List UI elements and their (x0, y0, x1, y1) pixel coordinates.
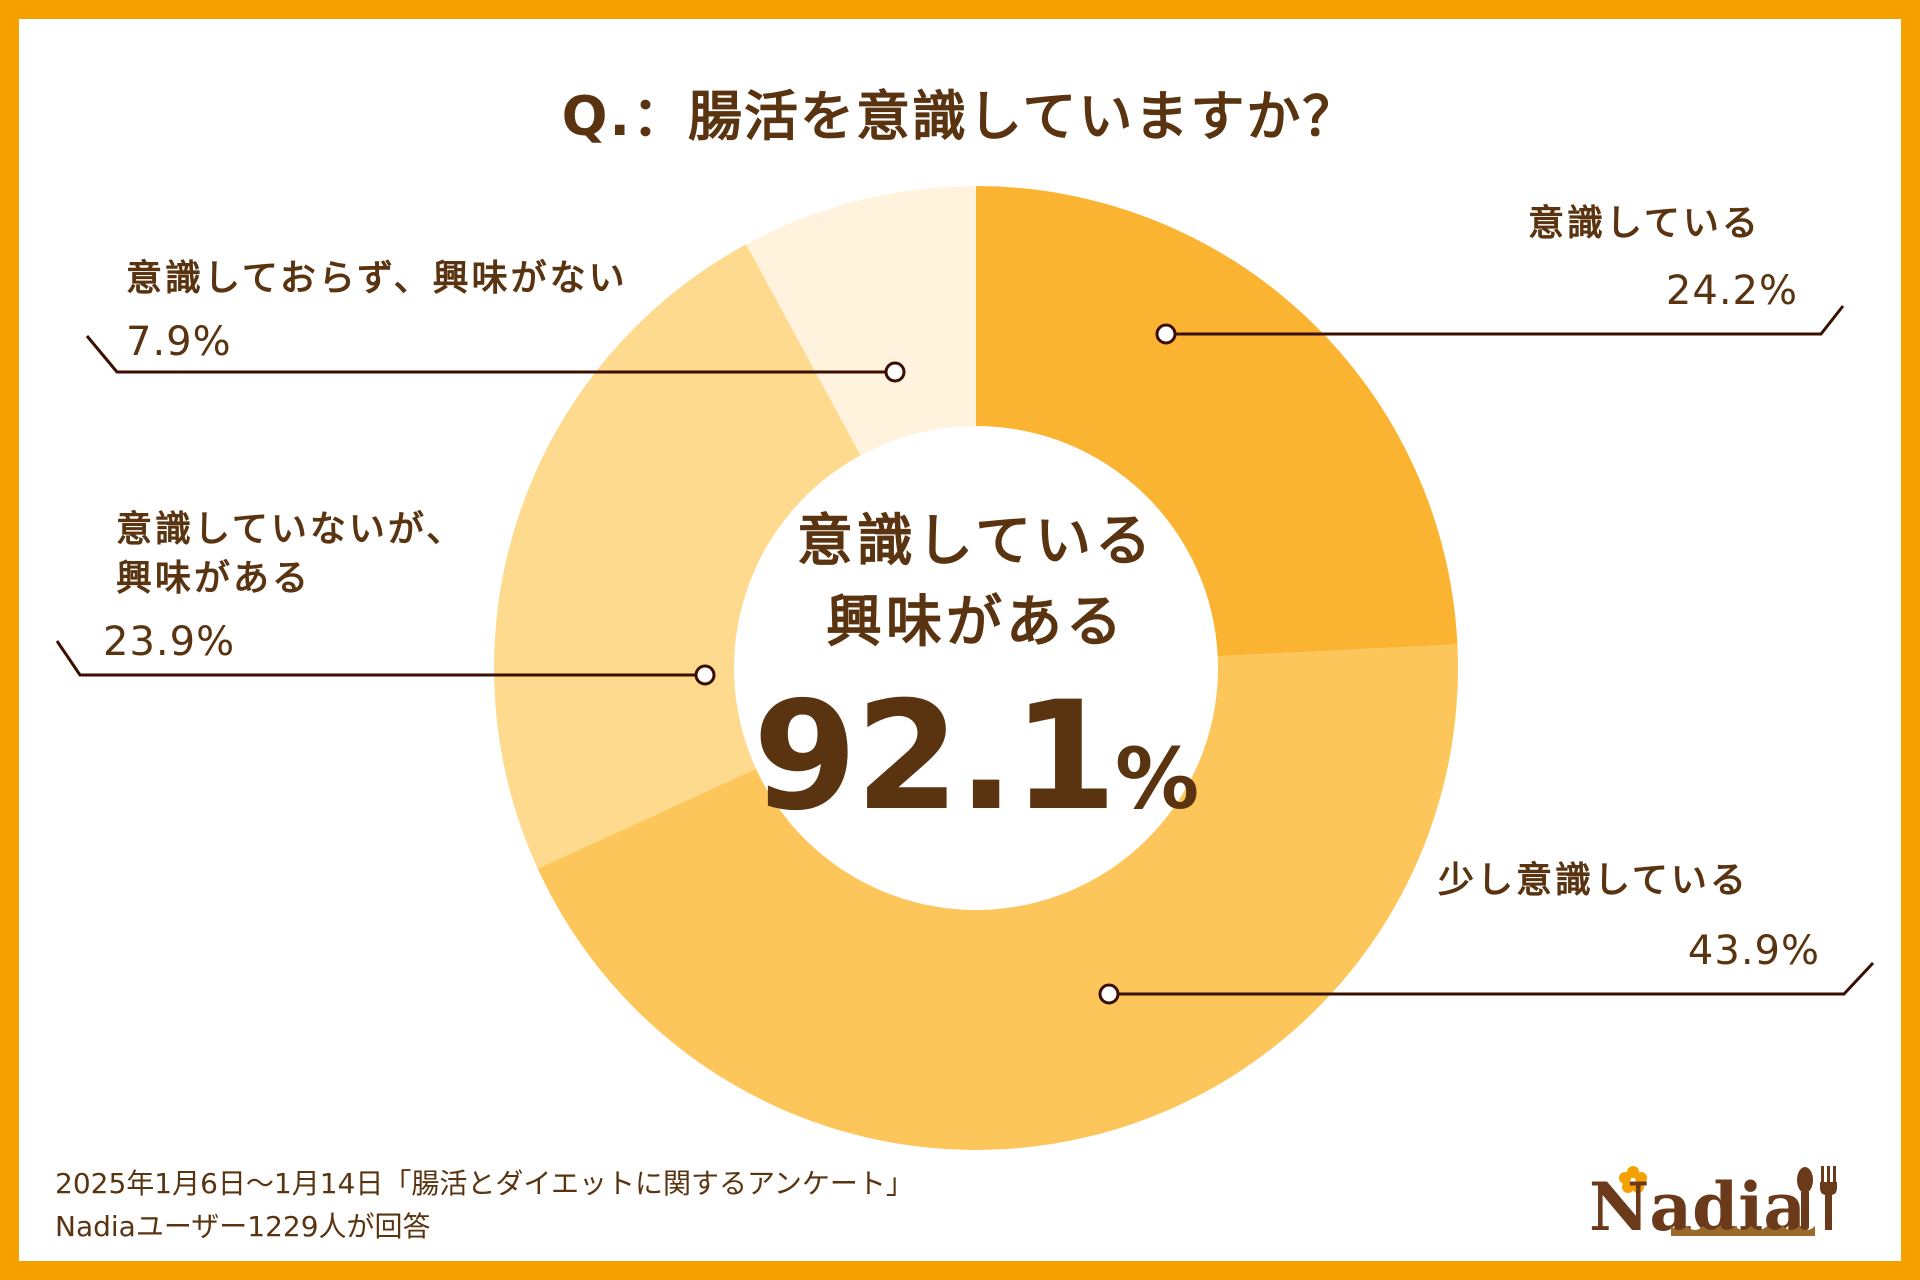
label-segment-3-pct: 23.9% (103, 619, 236, 665)
flower-icon (1619, 1166, 1647, 1193)
leader-line-3 (55, 640, 705, 677)
logo-text: Nadia (1589, 1168, 1806, 1240)
donut-segments (493, 186, 1458, 1151)
nadia-logo: Nadia (1589, 1166, 1837, 1240)
label-segment-4-pct: 7.9% (126, 319, 232, 365)
label-segment-3-name-line2: 興味がある (116, 558, 312, 599)
label-segment-1-pct: 24.2% (1665, 268, 1798, 314)
donut-segment-3 (493, 244, 861, 869)
wave-decoration (1671, 1226, 1815, 1236)
center-total-unit: % (1114, 730, 1200, 828)
label-segment-3-name-line1: 意識していないが、 (116, 509, 466, 550)
label-segment-4-name: 意識しておらず、興味がない (126, 258, 628, 299)
label-segment-2-name: 少し意識している (1438, 860, 1749, 901)
leader-dot-2 (1098, 983, 1120, 1005)
leader-line-1 (1166, 305, 1845, 336)
center-label-line1: 意識している (796, 509, 1156, 574)
leader-line-4 (85, 335, 895, 374)
donut-segment-4 (746, 186, 976, 456)
center-total-number: 92.1 (752, 670, 1117, 844)
leader-dot-1 (1155, 323, 1177, 345)
leader-dot-4 (884, 361, 906, 383)
leader-lines (55, 305, 1875, 1005)
center-total-value: 92.1% (726, 682, 1226, 832)
spoon-icon (1797, 1167, 1813, 1230)
respondents-note: Nadiaユーザー1229人が回答 (55, 1210, 431, 1243)
center-label-line2: 興味がある (826, 590, 1126, 655)
label-segment-2-pct: 43.9% (1687, 928, 1820, 974)
chart-title: Q.：腸活を意識していますか？ (561, 85, 1359, 148)
leader-line-2 (1109, 961, 1875, 996)
label-segment-1-name: 意識している (1528, 203, 1761, 244)
leader-dot-3 (694, 664, 716, 686)
donut-segment-1 (976, 186, 1458, 657)
survey-period-note: 2025年1月6日～1月14日「腸活とダイエットに関するアンケート」 (55, 1167, 914, 1200)
donut-segment-2 (537, 644, 1458, 1151)
fork-icon (1820, 1166, 1837, 1230)
